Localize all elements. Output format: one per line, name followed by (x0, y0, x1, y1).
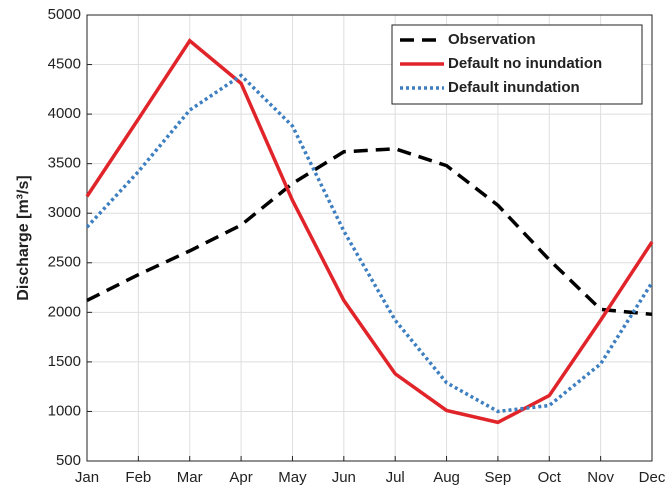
x-tick-label: Apr (229, 469, 252, 486)
legend-label: Default no inundation (448, 55, 602, 72)
x-tick-label: Feb (125, 469, 151, 486)
x-tick-label: May (278, 469, 307, 486)
y-tick-label: 500 (56, 452, 81, 469)
legend-label: Default inundation (448, 79, 580, 96)
x-tick-label: Aug (433, 469, 460, 486)
x-tick-label: Jul (386, 469, 405, 486)
y-tick-label: 4500 (48, 56, 81, 73)
y-tick-label: 2500 (48, 254, 81, 271)
x-tick-label: Nov (587, 469, 614, 486)
y-tick-label: 2000 (48, 303, 81, 320)
y-tick-label: 1000 (48, 402, 81, 419)
y-axis-label: Discharge [m³/s] (15, 175, 32, 300)
x-tick-label: Jan (75, 469, 99, 486)
y-tick-label: 3000 (48, 204, 81, 221)
series-line (86, 147, 653, 317)
x-tick-label: Jun (332, 469, 356, 486)
x-tick-label: Sep (485, 469, 512, 486)
legend-label: Observation (448, 31, 536, 48)
x-tick-label: Mar (177, 469, 203, 486)
y-tick-label: 4000 (48, 105, 81, 122)
y-tick-label: 3500 (48, 155, 81, 172)
series-line (85, 38, 654, 425)
x-tick-label: Oct (538, 469, 562, 486)
y-tick-label: 1500 (48, 353, 81, 370)
y-tick-label: 5000 (48, 6, 81, 23)
legend: Observation Default no inundation Default … (391, 24, 643, 105)
x-tick-label: Dec (639, 469, 666, 486)
plot-frame (86, 14, 653, 462)
series-line (85, 73, 654, 414)
